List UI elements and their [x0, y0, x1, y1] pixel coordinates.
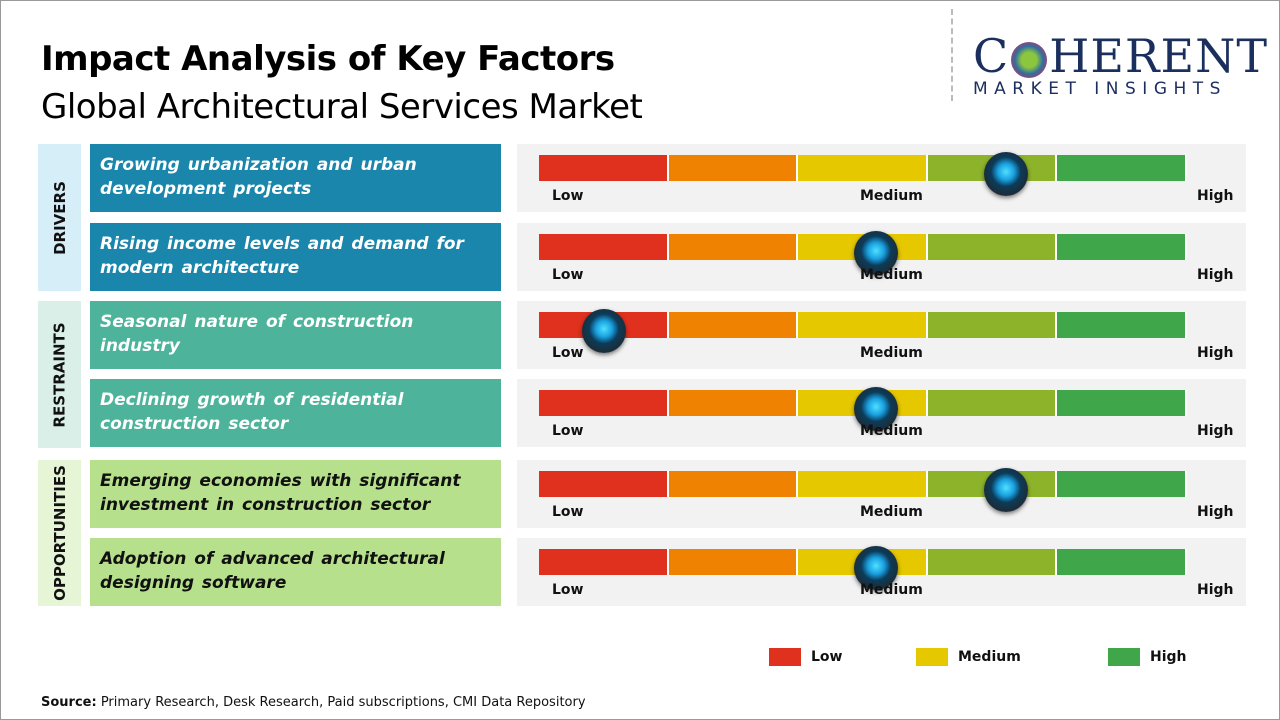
gauge-segment	[668, 549, 799, 575]
gauge-segment	[1057, 471, 1187, 497]
gauge-segment	[1057, 155, 1187, 181]
factor-label: Seasonal nature of construction industry	[90, 301, 501, 369]
gauge-segment	[539, 155, 669, 181]
legend-label: Medium	[958, 649, 1021, 665]
gauge-segment	[927, 549, 1058, 575]
category-opportunities: OPPORTUNITIES	[38, 460, 81, 606]
gauge-bar	[539, 231, 1187, 275]
category-drivers: DRIVERS	[38, 144, 81, 291]
factor-label: Declining growth of residential construc…	[90, 379, 501, 447]
medium-label: Medium	[860, 267, 923, 283]
factor-label: Emerging economies with significant inve…	[90, 460, 501, 528]
gauge-segment	[1057, 549, 1187, 575]
gauge-segment	[927, 234, 1058, 260]
gauge-segment	[927, 390, 1058, 416]
impact-knob	[983, 468, 1028, 512]
gauge-segment	[1057, 234, 1187, 260]
gauge-segment	[668, 234, 799, 260]
gauge-segment	[668, 390, 799, 416]
low-label: Low	[552, 423, 584, 439]
logo-sub: MARKET INSIGHTS	[973, 79, 1227, 99]
medium-label: Medium	[860, 582, 923, 598]
factor-label: Growing urbanization and urban developme…	[90, 144, 501, 212]
source-label: Source:	[41, 695, 97, 710]
category-restraints: RESTRAINTS	[38, 301, 81, 448]
legend-label: Low	[811, 649, 843, 665]
category-label: DRIVERS	[50, 180, 69, 255]
gauge-segment	[539, 390, 669, 416]
factor-label: Rising income levels and demand for mode…	[90, 223, 501, 291]
impact-knob	[853, 231, 898, 275]
gauge-segment	[798, 471, 928, 497]
source-note: Source: Primary Research, Desk Research,…	[41, 695, 586, 710]
low-label: Low	[552, 582, 584, 598]
factor-label: Adoption of advanced architectural desig…	[90, 538, 501, 606]
high-label: High	[1197, 345, 1234, 361]
medium-label: Medium	[860, 504, 923, 520]
high-label: High	[1197, 582, 1234, 598]
impact-knob	[581, 309, 626, 353]
gauge-bar	[539, 546, 1187, 590]
gauge-segment	[798, 155, 928, 181]
gauge-segment	[798, 312, 928, 338]
gauge-segment	[539, 549, 669, 575]
medium-label: Medium	[860, 423, 923, 439]
impact-gauge: Low Medium High	[517, 223, 1246, 291]
impact-gauge: Low Medium High	[517, 538, 1246, 606]
category-label: OPPORTUNITIES	[50, 465, 69, 601]
gauge-segment	[539, 234, 669, 260]
impact-knob	[853, 546, 898, 590]
legend-medium: Medium	[916, 648, 1021, 666]
impact-gauge: Low Medium High	[517, 460, 1246, 528]
gauge-bar	[539, 387, 1187, 431]
high-label: High	[1197, 267, 1234, 283]
impact-gauge: Low Medium High	[517, 301, 1246, 369]
gauge-bar	[539, 309, 1187, 353]
high-label: High	[1197, 504, 1234, 520]
page-title: Impact Analysis of Key Factors	[41, 39, 615, 79]
gauge-segment	[1057, 312, 1187, 338]
legend-swatch	[916, 648, 948, 666]
low-label: Low	[552, 504, 584, 520]
medium-label: Medium	[860, 345, 923, 361]
legend-swatch	[1108, 648, 1140, 666]
low-label: Low	[552, 345, 584, 361]
low-label: Low	[552, 188, 584, 204]
impact-knob	[983, 152, 1028, 196]
gauge-bar	[539, 468, 1187, 512]
legend-label: High	[1150, 649, 1187, 665]
gauge-bar	[539, 152, 1187, 196]
gauge-segment	[539, 471, 669, 497]
source-text: Primary Research, Desk Research, Paid su…	[96, 695, 586, 710]
medium-label: Medium	[860, 188, 923, 204]
impact-gauge: Low Medium High	[517, 379, 1246, 447]
legend-swatch	[769, 648, 801, 666]
low-label: Low	[552, 267, 584, 283]
logo-main: C HERENT	[973, 29, 1269, 83]
gauge-segment	[668, 155, 799, 181]
page-subtitle: Global Architectural Services Market	[41, 87, 643, 127]
impact-knob	[853, 387, 898, 431]
legend-high: High	[1108, 648, 1187, 666]
globe-icon	[1011, 42, 1048, 78]
gauge-segment	[1057, 390, 1187, 416]
category-label: RESTRAINTS	[50, 321, 69, 428]
gauge-segment	[668, 471, 799, 497]
impact-gauge: Low Medium High	[517, 144, 1246, 212]
gauge-segment	[927, 312, 1058, 338]
logo: C HERENT MARKET INSIGHTS	[951, 9, 1271, 101]
high-label: High	[1197, 423, 1234, 439]
gauge-segment	[668, 312, 799, 338]
high-label: High	[1197, 188, 1234, 204]
legend-low: Low	[769, 648, 842, 666]
